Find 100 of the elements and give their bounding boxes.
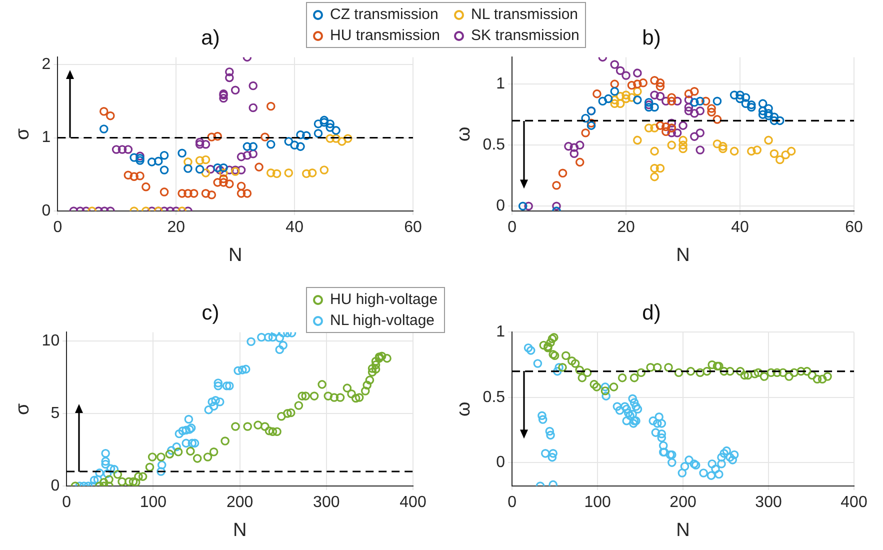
- point: [644, 124, 654, 132]
- point: [286, 408, 296, 418]
- point: [758, 99, 768, 108]
- point: [718, 142, 728, 151]
- point: [260, 132, 270, 142]
- point: [638, 78, 648, 88]
- point: [145, 462, 154, 472]
- point: [781, 150, 790, 160]
- point: [225, 166, 234, 174]
- point: [272, 427, 282, 436]
- point: [185, 425, 194, 434]
- point: [650, 102, 659, 112]
- point: [207, 132, 216, 142]
- point: [148, 452, 157, 462]
- point: [336, 393, 345, 402]
- point: [644, 98, 654, 107]
- point: [548, 350, 558, 359]
- point: [238, 366, 247, 374]
- point: [747, 146, 756, 156]
- point: [696, 128, 705, 138]
- point: [324, 392, 333, 400]
- point: [524, 202, 533, 211]
- point: [696, 368, 705, 378]
- point: [371, 356, 380, 366]
- point: [656, 121, 665, 130]
- point: [592, 89, 602, 98]
- point: [633, 96, 642, 104]
- point: [684, 102, 694, 112]
- point: [178, 189, 186, 198]
- point: [106, 111, 115, 120]
- point: [368, 368, 377, 376]
- point: [142, 182, 150, 192]
- point: [678, 144, 688, 154]
- point: [242, 142, 252, 151]
- point: [236, 182, 246, 190]
- point: [220, 436, 230, 446]
- point: [222, 381, 232, 390]
- point: [664, 362, 673, 372]
- point: [272, 169, 282, 178]
- point: [190, 189, 198, 198]
- point: [656, 78, 665, 88]
- point: [225, 180, 234, 188]
- point: [644, 100, 654, 110]
- point: [550, 333, 558, 342]
- point: [326, 123, 334, 132]
- point: [570, 149, 579, 158]
- point: [242, 189, 252, 198]
- point: [667, 118, 676, 128]
- point: [266, 102, 276, 111]
- point: [216, 166, 224, 174]
- x-axis-title: N: [232, 520, 247, 541]
- point: [667, 93, 676, 102]
- x-tick-label: 20: [167, 219, 186, 236]
- point: [195, 138, 204, 147]
- point: [610, 99, 620, 108]
- x-tick-label: 60: [845, 219, 863, 236]
- point: [234, 366, 242, 376]
- point: [764, 104, 773, 113]
- point: [600, 386, 610, 396]
- point: [102, 469, 112, 478]
- point: [678, 121, 688, 130]
- point: [310, 392, 319, 400]
- point: [166, 446, 176, 455]
- point: [740, 370, 749, 380]
- point: [368, 364, 377, 373]
- chart-title: a): [201, 26, 220, 50]
- point: [796, 366, 806, 376]
- point: [147, 158, 156, 166]
- point: [276, 412, 286, 421]
- y-tick-label: 0: [496, 198, 506, 215]
- x-tick-label: 0: [508, 219, 517, 236]
- point: [99, 106, 108, 116]
- y-axis-title: ω: [454, 402, 475, 417]
- point: [558, 168, 568, 178]
- point: [156, 452, 166, 462]
- y-tick-label: 0.5: [482, 388, 506, 406]
- point: [770, 116, 779, 126]
- point: [201, 189, 210, 198]
- point: [371, 360, 380, 370]
- point: [696, 96, 705, 106]
- point: [672, 128, 682, 138]
- point: [644, 102, 654, 112]
- point: [243, 422, 252, 431]
- point: [741, 99, 750, 108]
- point: [301, 392, 310, 400]
- x-tick-label: 100: [584, 494, 611, 512]
- point: [558, 362, 567, 372]
- point: [124, 145, 133, 154]
- point: [539, 340, 548, 350]
- point: [382, 354, 392, 363]
- point: [646, 362, 655, 372]
- point: [570, 143, 579, 152]
- point: [581, 128, 590, 138]
- point: [314, 119, 323, 128]
- point: [610, 60, 620, 69]
- point: [230, 86, 240, 95]
- point: [582, 368, 592, 378]
- point: [586, 118, 596, 128]
- point: [818, 374, 827, 384]
- point: [201, 140, 210, 149]
